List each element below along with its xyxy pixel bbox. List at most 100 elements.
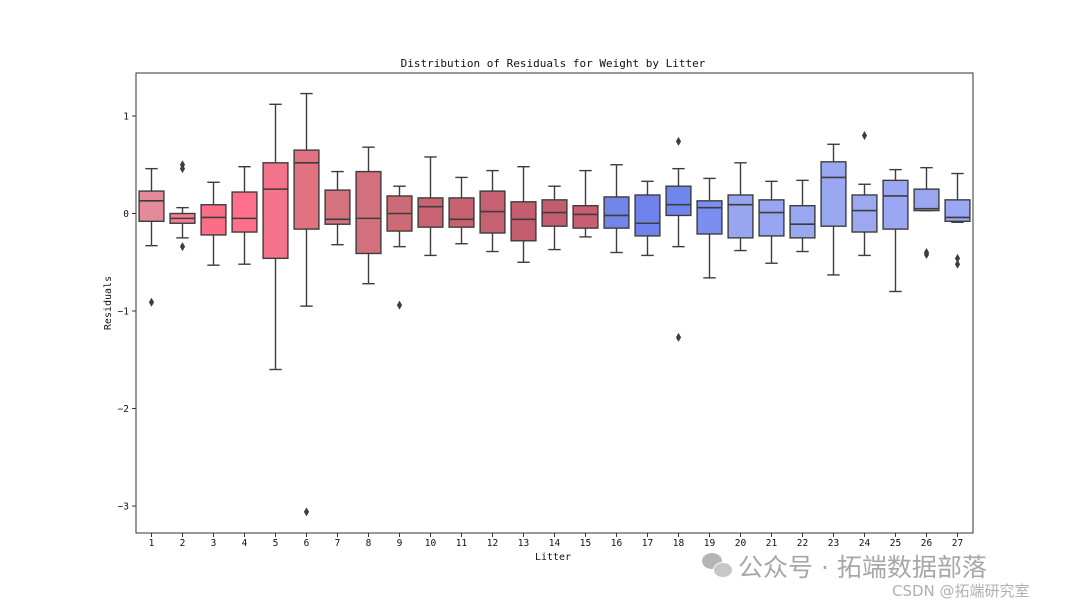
box-iqr bbox=[696, 200, 723, 235]
x-tick-label: 24 bbox=[859, 538, 871, 549]
box-iqr bbox=[851, 194, 878, 233]
watermark-main-text: 公众号 · 拓端数据部落 bbox=[738, 553, 987, 582]
outlier-point bbox=[923, 249, 930, 259]
x-tick-label: 8 bbox=[366, 538, 372, 549]
y-tick-label: 1 bbox=[123, 112, 129, 123]
box-litter-24 bbox=[851, 131, 878, 257]
x-tick-label: 5 bbox=[273, 538, 279, 549]
x-axis: 1 2 3 4 5 6 7 8 9 10 11 12 13 14 15 16 17 18 19 20 21 22 23 24 2… bbox=[149, 533, 963, 549]
x-tick-label: 16 bbox=[611, 538, 623, 549]
box-iqr bbox=[293, 149, 320, 230]
box-litter-27 bbox=[944, 172, 971, 269]
plot-area-background bbox=[136, 73, 973, 533]
box-iqr bbox=[665, 185, 692, 217]
box-litter-1 bbox=[138, 167, 165, 307]
box-litter-6 bbox=[293, 92, 320, 517]
outlier-point bbox=[303, 507, 310, 517]
box-litter-5 bbox=[262, 103, 289, 371]
box-litter-2 bbox=[169, 160, 196, 252]
box-litter-22 bbox=[789, 179, 816, 253]
box-iqr bbox=[820, 161, 847, 227]
box-iqr bbox=[417, 197, 444, 228]
box-litter-13 bbox=[510, 165, 537, 263]
outlier-point bbox=[396, 300, 403, 310]
box-iqr bbox=[572, 204, 599, 229]
x-tick-label: 1 bbox=[149, 538, 155, 549]
box-iqr bbox=[789, 204, 816, 239]
x-tick-label: 27 bbox=[952, 538, 963, 549]
outlier-point bbox=[954, 259, 961, 269]
box-iqr bbox=[448, 197, 475, 228]
box-litter-19 bbox=[696, 177, 723, 279]
x-tick-label: 17 bbox=[642, 538, 653, 549]
x-tick-label: 2 bbox=[180, 538, 186, 549]
y-axis: 1 0 −1 −2 −3 bbox=[118, 112, 136, 513]
box-litter-20 bbox=[727, 162, 754, 252]
y-tick-label: 0 bbox=[123, 209, 129, 220]
box-litter-3 bbox=[200, 181, 227, 266]
x-tick-label: 7 bbox=[335, 538, 341, 549]
watermark-main: 公众号 · 拓端数据部落 bbox=[702, 548, 987, 584]
box-iqr bbox=[727, 194, 754, 239]
box-iqr bbox=[355, 170, 382, 255]
x-tick-label: 9 bbox=[397, 538, 403, 549]
x-tick-label: 11 bbox=[456, 538, 468, 549]
box-iqr bbox=[324, 189, 351, 225]
boxes-layer bbox=[138, 92, 971, 517]
x-tick-label: 15 bbox=[580, 538, 591, 549]
outlier-point bbox=[179, 164, 186, 174]
box-litter-15 bbox=[572, 169, 599, 238]
box-litter-18 bbox=[665, 136, 692, 342]
box-litter-11 bbox=[448, 176, 475, 245]
chart-title: Distribution of Residuals for Weight by … bbox=[401, 57, 706, 70]
box-iqr bbox=[510, 201, 537, 242]
x-tick-label: 4 bbox=[242, 538, 248, 549]
x-tick-label: 18 bbox=[673, 538, 685, 549]
x-tick-label: 14 bbox=[549, 538, 561, 549]
box-iqr bbox=[138, 190, 165, 222]
box-litter-14 bbox=[541, 185, 568, 251]
x-tick-label: 21 bbox=[766, 538, 778, 549]
box-litter-4 bbox=[231, 165, 258, 265]
x-tick-label: 6 bbox=[304, 538, 310, 549]
x-tick-label: 13 bbox=[518, 538, 529, 549]
box-litter-9 bbox=[386, 185, 413, 310]
box-litter-21 bbox=[758, 180, 785, 264]
x-tick-label: 25 bbox=[890, 538, 901, 549]
x-tick-label: 26 bbox=[921, 538, 933, 549]
box-litter-23 bbox=[820, 143, 847, 276]
watermark-sub: CSDN @拓端研究室 bbox=[892, 582, 1030, 600]
outlier-point bbox=[675, 136, 682, 146]
y-tick-label: −2 bbox=[118, 404, 129, 415]
wechat-icon bbox=[702, 553, 733, 579]
box-iqr bbox=[944, 199, 971, 223]
box-litter-17 bbox=[634, 180, 661, 257]
x-tick-label: 20 bbox=[735, 538, 747, 549]
box-litter-16 bbox=[603, 164, 630, 254]
x-tick-label: 3 bbox=[211, 538, 217, 549]
box-litter-7 bbox=[324, 170, 351, 246]
box-litter-25 bbox=[882, 168, 909, 293]
box-litter-12 bbox=[479, 169, 506, 253]
y-tick-label: −1 bbox=[118, 307, 130, 318]
box-litter-10 bbox=[417, 156, 444, 257]
box-iqr bbox=[603, 196, 630, 229]
y-tick-label: −3 bbox=[118, 502, 129, 513]
box-iqr bbox=[200, 204, 227, 236]
outlier-point bbox=[861, 131, 868, 140]
x-tick-label: 12 bbox=[487, 538, 498, 549]
box-litter-26 bbox=[913, 166, 940, 259]
box-iqr bbox=[634, 194, 661, 237]
box-litter-8 bbox=[355, 146, 382, 285]
box-iqr bbox=[882, 179, 909, 230]
box-iqr bbox=[913, 188, 940, 212]
x-tick-label: 23 bbox=[828, 538, 839, 549]
x-tick-label: 10 bbox=[425, 538, 437, 549]
outlier-point bbox=[179, 242, 186, 252]
outlier-point bbox=[148, 297, 155, 307]
outlier-point bbox=[675, 332, 682, 342]
box-iqr bbox=[758, 199, 785, 237]
box-iqr bbox=[262, 162, 289, 260]
x-tick-label: 19 bbox=[704, 538, 716, 549]
